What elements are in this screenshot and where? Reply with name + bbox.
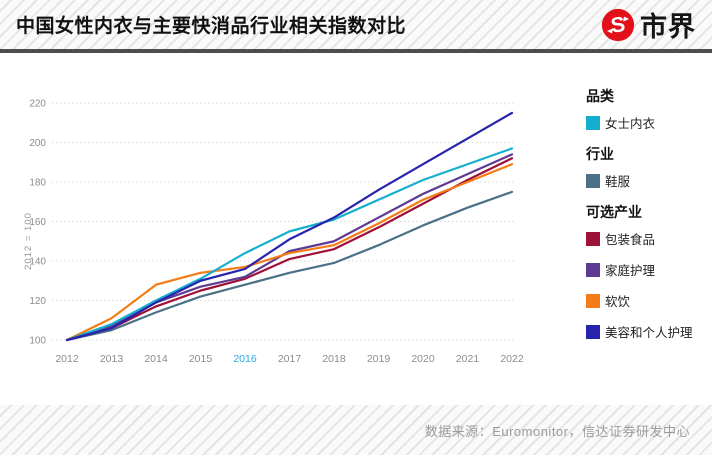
x-tick-label: 2013: [100, 353, 124, 365]
x-tick-label: 2020: [411, 353, 435, 365]
series-line-女士内衣: [65, 147, 514, 342]
x-tick-label: 2022: [500, 353, 524, 365]
shijie-logo-icon: S: [601, 8, 635, 42]
header-bar: 中国女性内衣与主要快消品行业相关指数对比 S 市界: [0, 0, 712, 49]
legend-item: 家庭护理: [586, 260, 708, 279]
y-tick-label: 200: [29, 138, 46, 149]
legend-swatch: [586, 115, 600, 130]
legend-label: 美容和个人护理: [605, 326, 693, 340]
brand-logo: S 市界: [601, 5, 696, 44]
x-tick-label: 2019: [367, 353, 391, 365]
legend: 品类女士内衣行业鞋服可选产业包装食品家庭护理软饮美容和个人护理: [586, 86, 708, 353]
header-divider: [0, 49, 712, 53]
legend-group-title: 品类: [586, 88, 614, 104]
y-tick-label: 140: [29, 257, 46, 268]
y-tick-label: 220: [29, 99, 46, 110]
legend-label: 家庭护理: [605, 264, 656, 278]
x-tick-label: 2014: [144, 353, 168, 365]
brand-name: 市界: [640, 12, 696, 42]
legend-item: 鞋服: [586, 171, 708, 190]
legend-label: 软饮: [605, 295, 631, 309]
series-line-美容和个人护理: [65, 111, 514, 342]
footer-bar: 数据来源：Euromonitor，信达证券研发中心: [0, 405, 712, 455]
x-tick-label: 2018: [322, 353, 346, 365]
legend-swatch: [586, 231, 600, 246]
x-tick-label: 2015: [189, 353, 213, 365]
y-tick-label: 180: [29, 178, 46, 189]
series-line-包装食品: [65, 157, 514, 342]
legend-group-title: 可选产业: [586, 204, 642, 220]
legend-label: 女士内衣: [605, 117, 656, 131]
chart-svg: 100 120 140 160 180 200 220 2012 = 100 2012 2013 2…: [23, 99, 524, 366]
x-tick-label: 2017: [278, 353, 302, 365]
y-axis-label: 2012 = 100: [23, 212, 34, 270]
legend-swatch: [586, 173, 600, 188]
legend-swatch: [586, 324, 600, 339]
legend-item: 美容和个人护理: [586, 322, 708, 341]
x-tick-label-highlighted: 2016: [233, 353, 257, 365]
y-tick-label: 160: [29, 217, 46, 228]
series-line-软饮: [65, 163, 514, 342]
legend-swatch: [586, 293, 600, 308]
legend-item: 软饮: [586, 291, 708, 310]
legend-group-title: 行业: [586, 146, 614, 162]
data-source-note: 数据来源：Euromonitor，信达证券研发中心: [424, 423, 690, 439]
legend-item: 包装食品: [586, 229, 708, 248]
series-line-鞋服: [65, 190, 514, 342]
x-tick-label: 2021: [456, 353, 480, 365]
svg-text:S: S: [609, 11, 626, 37]
y-tick-label: 100: [29, 336, 46, 347]
page-title: 中国女性内衣与主要快消品行业相关指数对比: [16, 16, 407, 37]
y-tick-label: 120: [29, 296, 46, 307]
legend-label: 鞋服: [605, 175, 631, 189]
legend-item: 女士内衣: [586, 113, 708, 132]
legend-swatch: [586, 262, 600, 277]
x-tick-label: 2012: [55, 353, 79, 365]
legend-label: 包装食品: [605, 233, 656, 247]
chart-area: 100 120 140 160 180 200 220 2012 = 100 2012 2013 2…: [0, 53, 570, 405]
